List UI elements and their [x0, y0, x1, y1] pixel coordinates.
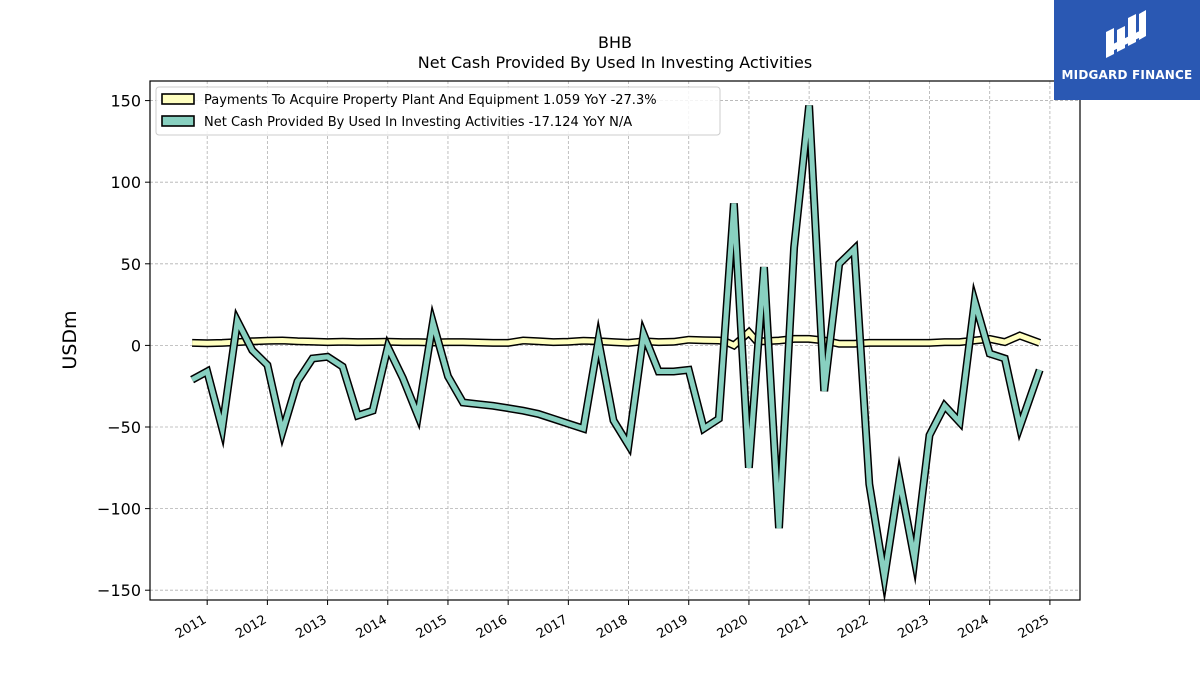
y-tick-label: 150: [110, 92, 141, 111]
plot-frame: [149, 80, 1081, 601]
chart-subtitle: Net Cash Provided By Used In Investing A…: [418, 53, 812, 72]
brand-logo: MIDGARD FINANCE: [1054, 0, 1200, 100]
y-tick-label: 100: [110, 173, 141, 192]
y-tick-label: 50: [121, 255, 141, 274]
legend-label-ppe: Payments To Acquire Property Plant And E…: [204, 93, 657, 108]
x-tick-label: 2017: [534, 612, 570, 642]
midgard-logo-icon: [1106, 10, 1146, 58]
legend-swatch-ppe: [161, 93, 195, 105]
y-tick-label: 0: [131, 336, 141, 355]
axes: −150 −100 −50 0 50 100 150 2011 2012 2013 2014 2015…: [97, 92, 1052, 642]
x-tick-label: 2020: [715, 612, 751, 642]
legend: Payments To Acquire Property Plant And E…: [155, 86, 721, 136]
y-axis-label: USDm: [59, 310, 81, 369]
x-tick-label: 2019: [655, 612, 691, 642]
legend-label-investing: Net Cash Provided By Used In Investing A…: [204, 115, 632, 130]
legend-swatch-investing: [161, 115, 195, 127]
legend-box: [155, 86, 721, 136]
x-tick-label: 2022: [835, 612, 871, 642]
y-tick-label: −100: [97, 500, 141, 519]
x-tick-label: 2012: [233, 612, 269, 642]
x-tick-label: 2024: [956, 612, 992, 642]
x-tick-label: 2011: [173, 612, 209, 642]
x-tick-label: 2023: [895, 612, 931, 642]
y-tick-label: −50: [107, 418, 141, 437]
x-tick-label: 2025: [1016, 612, 1052, 642]
x-tick-label: 2014: [354, 612, 390, 642]
x-tick-label: 2013: [293, 612, 329, 642]
x-tick-label: 2018: [594, 612, 630, 642]
x-tick-label: 2021: [775, 612, 811, 642]
series-layer: [190, 105, 1044, 603]
series-line-investing: [190, 105, 1043, 594]
brand-name: MIDGARD FINANCE: [1061, 68, 1193, 82]
x-tick-label: 2015: [414, 612, 450, 642]
y-tick-label: −150: [97, 581, 141, 600]
series-line-ppe: [192, 328, 1041, 349]
x-tick-label: 2016: [474, 612, 510, 642]
chart-title: BHB: [598, 33, 632, 52]
